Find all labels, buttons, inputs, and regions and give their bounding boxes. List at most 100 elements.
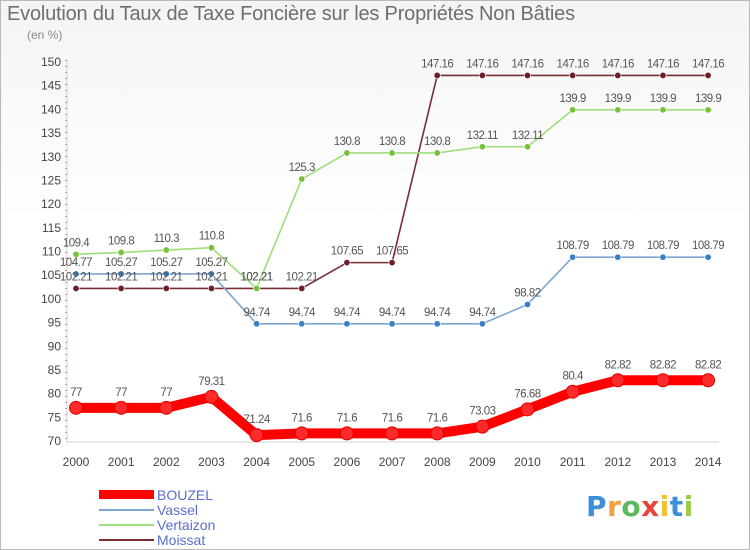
data-point-vertaizon [388, 149, 396, 157]
data-label-bouzel: 77 [115, 387, 127, 399]
data-label-vassel: 105.27 [105, 257, 137, 269]
data-point-moissat [523, 71, 531, 79]
data-label-bouzel: 82.82 [605, 359, 631, 371]
y-tick-label: 130 [41, 150, 61, 164]
x-tick-label: 2014 [695, 455, 722, 469]
data-point-moissat [72, 284, 80, 292]
data-label-vassel: 108.79 [557, 240, 589, 252]
y-tick-label: 120 [41, 197, 61, 211]
data-label-vassel: 105.27 [195, 257, 227, 269]
data-point-moissat [298, 284, 306, 292]
legend-swatch [99, 523, 154, 526]
y-tick-label: 85 [48, 363, 62, 377]
y-tick-label: 125 [41, 173, 61, 187]
x-tick-label: 2003 [198, 455, 225, 469]
y-tick-label: 150 [41, 55, 61, 69]
y-tick-label: 105 [41, 268, 61, 282]
data-point-vertaizon [704, 106, 712, 114]
series-layer [69, 71, 716, 443]
data-label-bouzel: 77 [70, 387, 82, 399]
data-point-vassel [298, 320, 306, 328]
data-label-bouzel: 71.6 [382, 412, 402, 424]
data-label-bouzel: 82.82 [650, 359, 676, 371]
proxiti-logo: Proxiti [586, 490, 694, 523]
data-point-moissat [388, 259, 396, 267]
y-tick-label: 115 [42, 221, 61, 235]
x-tick-label: 2012 [604, 455, 631, 469]
data-point-bouzel [701, 373, 716, 388]
legend-swatch [99, 490, 154, 499]
data-label-bouzel: 77 [160, 387, 172, 399]
data-point-vertaizon [523, 143, 531, 151]
y-tick-label: 140 [41, 102, 61, 116]
data-label-vertaizon: 109.8 [108, 235, 134, 247]
logo-letter: t [669, 490, 684, 523]
data-point-moissat [659, 71, 667, 79]
data-label-vassel: 108.79 [692, 240, 724, 252]
data-point-bouzel [69, 400, 83, 415]
y-tick-label: 75 [48, 410, 62, 424]
y-tick-label: 80 [48, 387, 62, 401]
data-point-bouzel [610, 373, 625, 388]
data-point-bouzel [565, 384, 580, 399]
data-label-vertaizon: 132.11 [512, 130, 543, 142]
data-label-vertaizon: 110.3 [154, 233, 180, 245]
data-label-vertaizon: 139.9 [650, 93, 676, 105]
data-label-moissat: 102.21 [150, 271, 182, 283]
logo-letter: P [586, 490, 608, 523]
data-point-vassel [433, 320, 441, 328]
series-bouzel [69, 373, 716, 443]
legend-item-bouzel: BOUZEL [99, 487, 215, 502]
data-label-moissat: 147.16 [557, 58, 589, 70]
data-label-moissat: 147.16 [692, 58, 724, 70]
data-label-vertaizon: 110.8 [199, 231, 225, 243]
legend-label: Vertaizon [157, 516, 216, 533]
data-point-moissat [614, 71, 622, 79]
data-label-vassel: 98.82 [514, 287, 540, 299]
data-point-bouzel [430, 426, 445, 441]
data-label-vassel: 108.79 [647, 240, 679, 252]
data-point-bouzel [249, 428, 264, 443]
x-tick-label: 2013 [650, 455, 677, 469]
data-point-vertaizon [614, 106, 622, 114]
data-label-vassel: 94.74 [379, 307, 406, 319]
data-label-moissat: 102.21 [105, 271, 137, 283]
data-point-vassel [659, 253, 667, 261]
data-point-bouzel [339, 426, 354, 441]
data-point-bouzel [204, 389, 219, 404]
x-tick-label: 2005 [288, 455, 315, 469]
data-label-bouzel: 71.6 [427, 412, 447, 424]
data-point-moissat [117, 284, 125, 292]
data-label-moissat: 147.16 [421, 58, 453, 70]
data-point-moissat [478, 71, 486, 79]
logo-letter: o [621, 490, 642, 523]
data-point-vertaizon [72, 250, 80, 258]
data-label-vertaizon: 130.8 [424, 136, 450, 148]
x-tick-label: 2006 [334, 455, 361, 469]
data-point-vassel [523, 300, 531, 308]
data-point-bouzel [159, 400, 174, 415]
data-label-bouzel: 73.03 [469, 406, 495, 418]
chart-title: Evolution du Taux de Taxe Foncière sur l… [7, 3, 575, 25]
data-label-moissat: 102.21 [286, 271, 318, 283]
data-label-bouzel: 76.68 [514, 388, 540, 400]
data-label-vassel: 94.74 [469, 307, 496, 319]
legend-swatch [99, 538, 154, 541]
chart-axes: 7075808590951001051101151201251301351401… [41, 55, 722, 469]
data-point-vassel [614, 253, 622, 261]
data-point-moissat [704, 71, 712, 79]
x-tick-label: 2002 [153, 455, 180, 469]
x-tick-label: 2010 [514, 455, 541, 469]
x-tick-label: 2007 [379, 455, 406, 469]
data-label-vertaizon: 132.11 [467, 130, 498, 142]
data-point-vertaizon [343, 149, 351, 157]
legend-swatch [99, 508, 154, 511]
data-point-vassel [343, 320, 351, 328]
data-label-vertaizon: 130.8 [379, 136, 405, 148]
data-point-moissat [162, 284, 170, 292]
data-point-moissat [207, 284, 215, 292]
legend-label: BOUZEL [157, 486, 214, 503]
y-tick-label: 100 [41, 292, 61, 306]
